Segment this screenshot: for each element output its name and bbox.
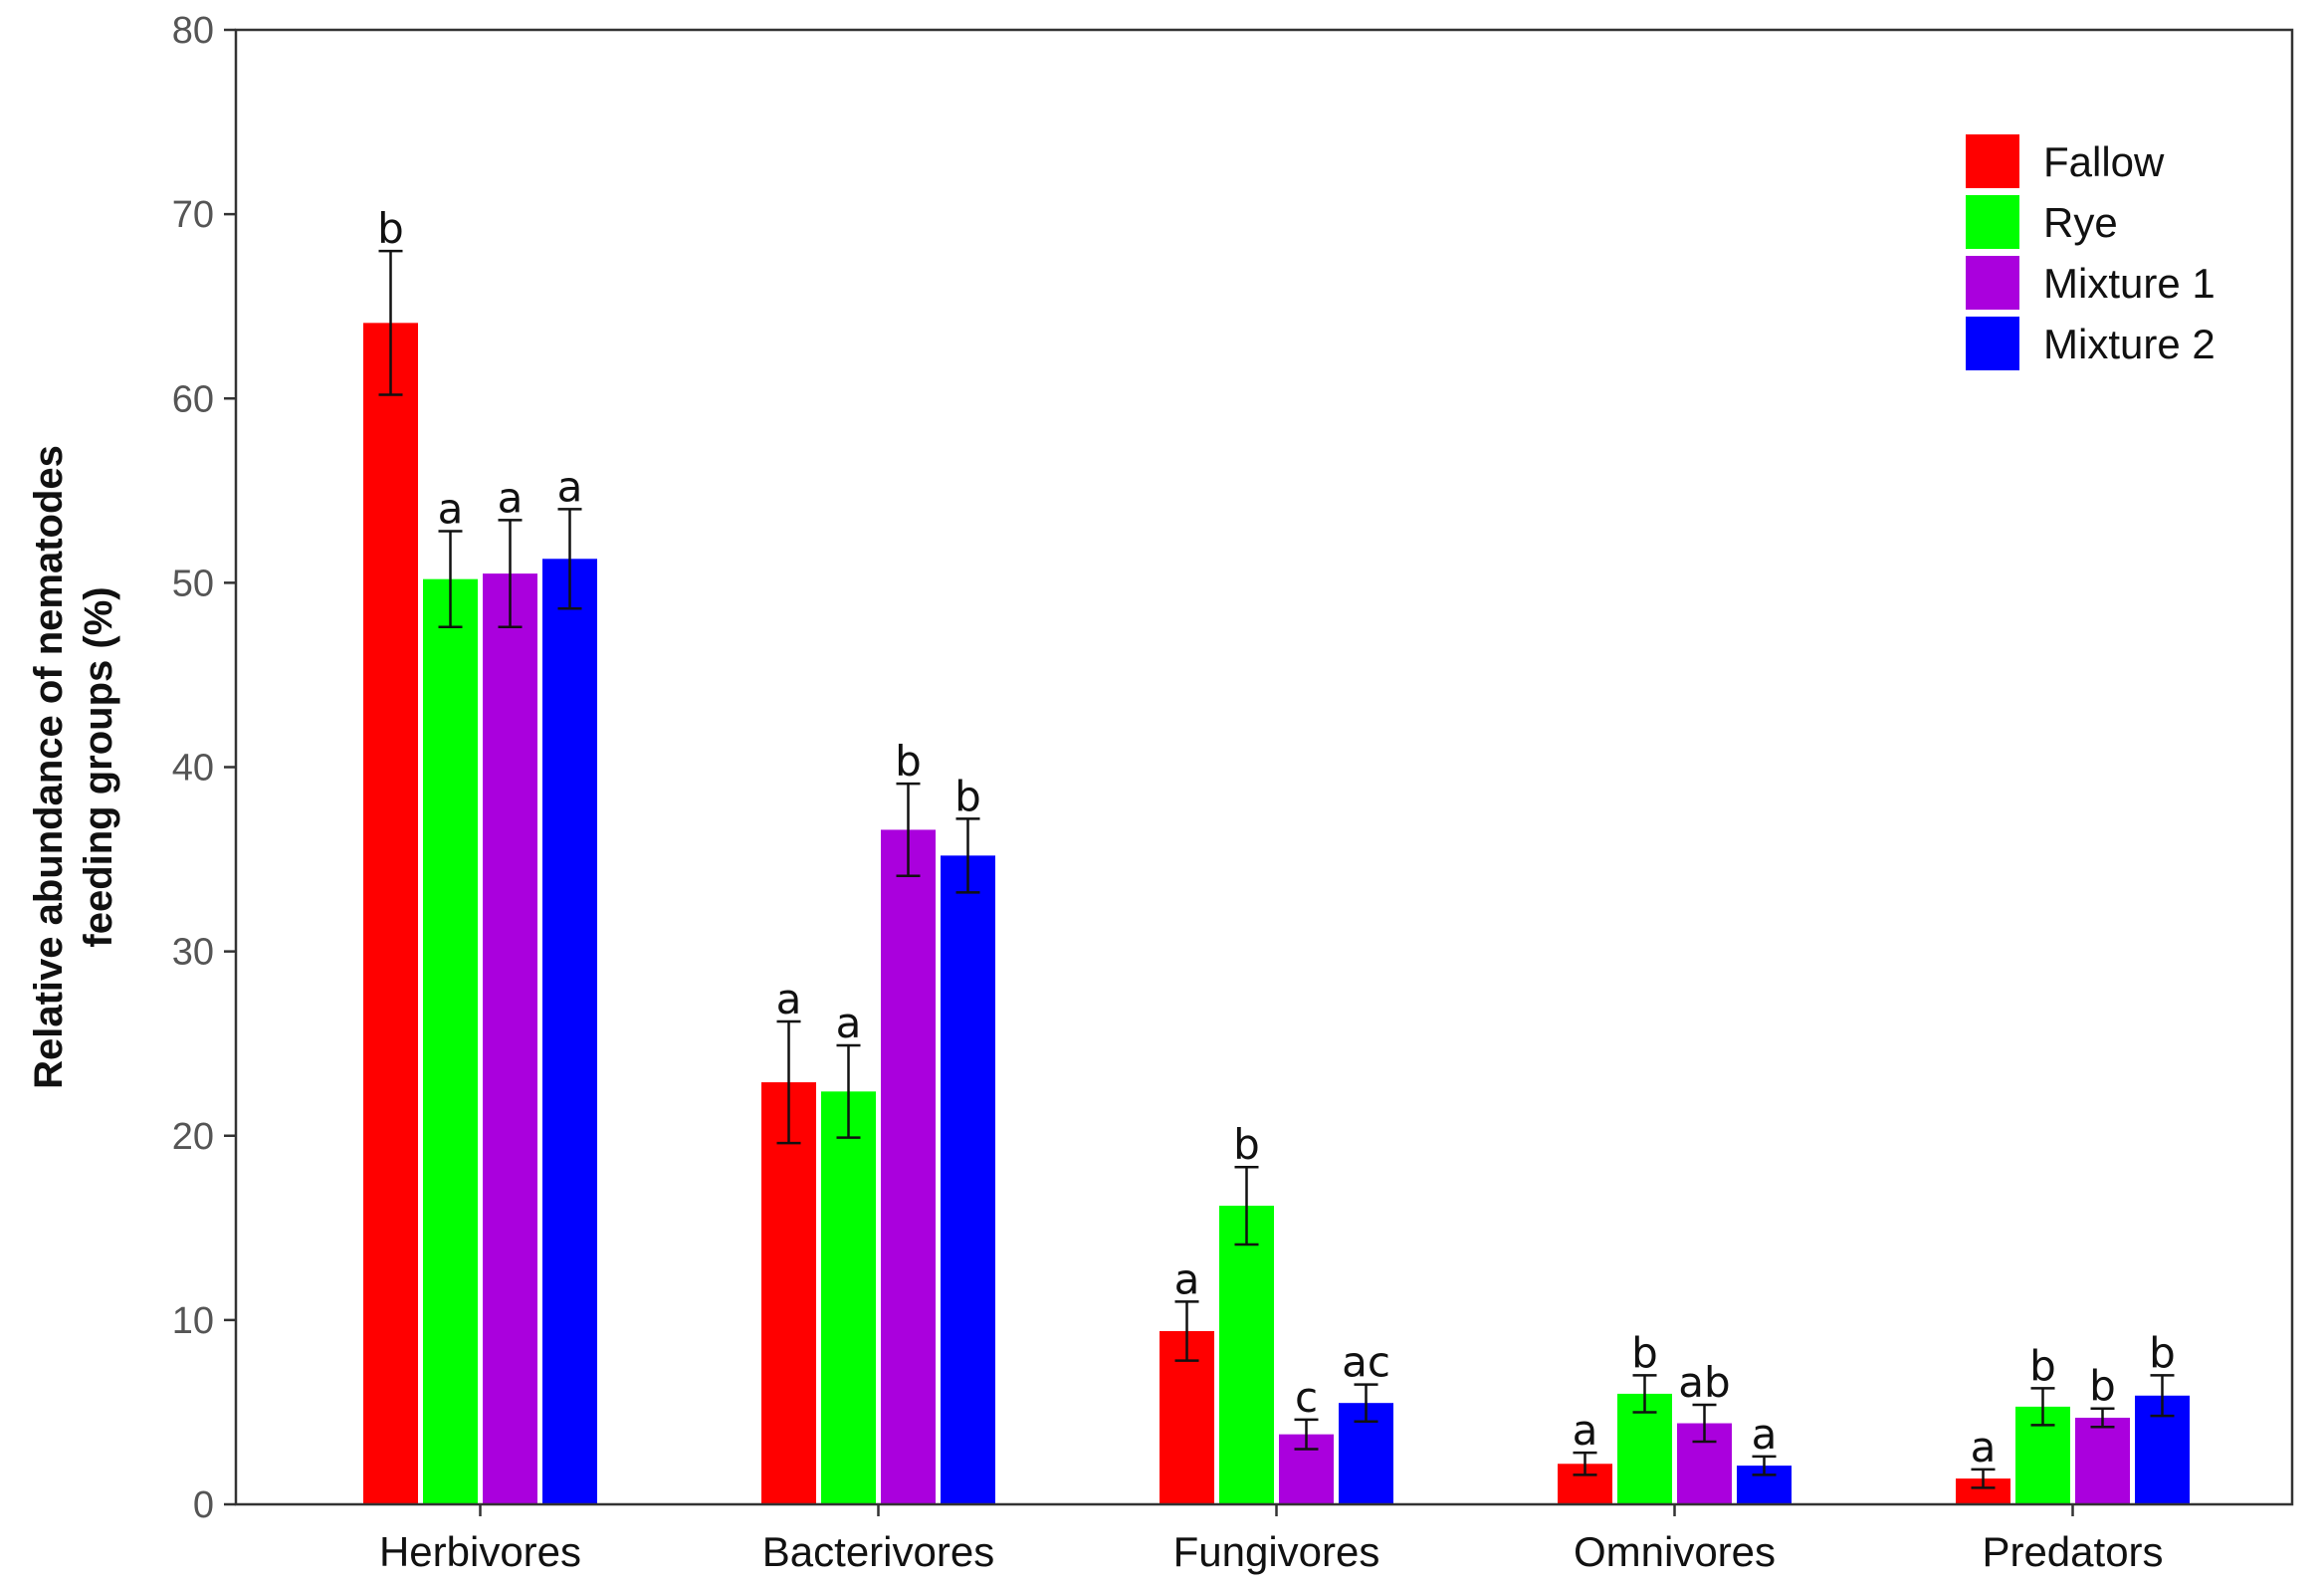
y-tick-label: 20 xyxy=(172,1116,214,1158)
significance-letter: b xyxy=(377,204,404,253)
bar xyxy=(483,573,537,1504)
significance-letter: b xyxy=(954,772,981,820)
legend-label: Fallow xyxy=(2043,138,2165,185)
significance-letter: b xyxy=(1631,1328,1658,1377)
bar xyxy=(423,578,478,1504)
x-tick-label: Bacterivores xyxy=(762,1528,994,1575)
significance-letter: a xyxy=(776,975,802,1023)
significance-letter: a xyxy=(498,473,524,522)
y-axis: 0 10 20 30 40 50 60 70 80 xyxy=(172,10,236,1526)
y-axis-title-line: Relative abundance of nematodes xyxy=(27,445,71,1089)
significance-letter: ac xyxy=(1342,1338,1390,1387)
legend-label: Rye xyxy=(2043,199,2118,246)
y-tick-label: 40 xyxy=(172,748,214,790)
y-axis-title-line: feeding groups (%) xyxy=(77,586,120,947)
bar xyxy=(1219,1206,1274,1504)
x-axis: Herbivores Bacterivores Fungivores Omnivore… xyxy=(379,1504,2164,1575)
bar xyxy=(881,829,936,1504)
y-tick-label: 70 xyxy=(172,194,214,236)
bar xyxy=(941,855,995,1504)
bar xyxy=(2075,1417,2130,1504)
legend-swatch xyxy=(1966,256,2019,310)
significance-letter: c xyxy=(1295,1373,1318,1422)
legend-swatch xyxy=(1966,134,2019,188)
y-tick-label: 30 xyxy=(172,932,214,974)
significance-letter: a xyxy=(1174,1254,1200,1303)
y-tick-label: 10 xyxy=(172,1300,214,1342)
significance-letter: b xyxy=(2149,1328,2176,1377)
legend-swatch xyxy=(1966,317,2019,370)
significance-letter: a xyxy=(836,999,862,1047)
significance-letter: a xyxy=(557,462,583,511)
legend-swatch xyxy=(1966,195,2019,249)
plot-border xyxy=(234,28,2294,1506)
y-tick-label: 60 xyxy=(172,378,214,420)
x-tick-label: Fungivores xyxy=(1173,1528,1380,1575)
significance-letter: a xyxy=(1573,1406,1598,1455)
plot-frame xyxy=(234,28,2294,1506)
legend-label: Mixture 2 xyxy=(2043,321,2216,367)
significance-letter: b xyxy=(895,737,922,786)
x-tick-label: Predators xyxy=(1982,1528,2163,1575)
x-tick-label: Herbivores xyxy=(379,1528,581,1575)
significance-letter: a xyxy=(1971,1423,1997,1471)
y-tick-label: 50 xyxy=(172,563,214,604)
significance-letter: b xyxy=(1233,1120,1260,1169)
bar xyxy=(761,1082,816,1504)
significance-letter: a xyxy=(1752,1410,1778,1459)
bar xyxy=(821,1091,876,1504)
bars xyxy=(363,323,2190,1504)
error-bars xyxy=(378,249,2175,1489)
bar xyxy=(542,559,597,1504)
legend: Fallow Rye Mixture 1 Mixture 2 xyxy=(1966,134,2216,370)
significance-letter: b xyxy=(2089,1362,2116,1411)
y-tick-label: 0 xyxy=(193,1484,214,1526)
bar xyxy=(363,323,418,1504)
significance-letter: ab xyxy=(1678,1358,1730,1407)
y-axis-label: Relative abundance of nematodes feeding g… xyxy=(27,445,120,1089)
significance-letter: a xyxy=(438,485,464,534)
y-axis-title: Relative abundance of nematodes feeding g… xyxy=(27,445,120,1089)
legend-label: Mixture 1 xyxy=(2043,260,2216,307)
significance-letter: b xyxy=(2029,1341,2056,1390)
y-tick-label: 80 xyxy=(172,10,214,52)
x-tick-label: Omnivores xyxy=(1574,1528,1776,1575)
